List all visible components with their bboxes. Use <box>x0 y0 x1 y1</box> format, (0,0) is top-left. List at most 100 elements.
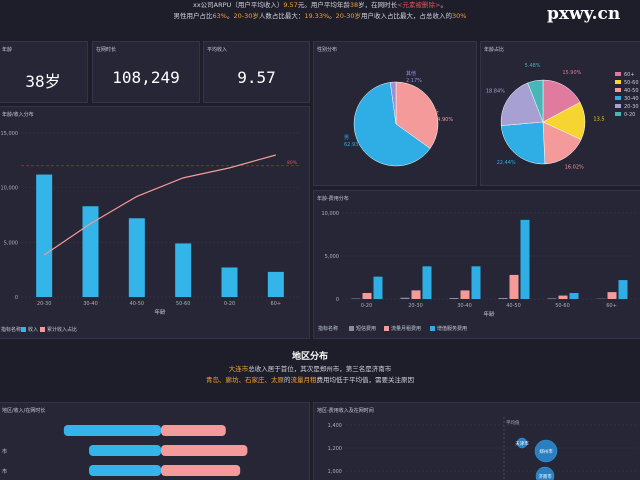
legend-label: 40-50 <box>624 88 639 94</box>
x-tick-label: 60+ <box>271 301 282 307</box>
income-bar-40-50 <box>128 218 145 297</box>
legend-swatch <box>40 327 45 332</box>
gender-pie-chart: 女34.90% 男62.93% 其他2.17% <box>344 70 453 167</box>
panel-title: 地区/收入/在网时长 <box>2 408 46 414</box>
top-income-age-group: 20-30岁 <box>335 12 362 20</box>
pie-label: 5.48% <box>525 63 541 69</box>
kpi-value: 108,249 <box>112 68 180 87</box>
legend-label: 增值服务费用 <box>437 325 467 332</box>
summary-text-part: 。 <box>440 1 448 9</box>
region-bar-right <box>161 465 241 476</box>
fee-bar-流量月租费用 <box>362 292 372 299</box>
male-ratio-value: 63% <box>212 12 227 20</box>
y-tick-label: 10,000 <box>1 186 19 192</box>
summary-text-part: xx公司ARPU（用户平均收入） <box>192 1 284 9</box>
legend-swatch <box>615 72 621 76</box>
top-city: 大连市 <box>228 365 249 373</box>
region-text-part: 费用均低于平均值，需要关注原因 <box>316 376 415 384</box>
fee-bar-chart: 0 5,000 10,000 0-20 20-30 30-40 40-50 50-60 60+ 年… <box>318 211 636 332</box>
age-pie-panel: 年龄占比 15.90% 13.5 16.02% 22.44% 18.84% 5.48% 60… <box>480 41 640 186</box>
summary-text-part: 。 <box>226 12 234 20</box>
legend-label: 30-40 <box>624 96 639 102</box>
summary-text-part: 元。用户平均年龄 <box>297 1 350 9</box>
pie-label: 2.17% <box>406 78 422 84</box>
bubble-label: 天津市 <box>515 440 529 447</box>
panel-title: 年龄/收入分布 <box>2 112 34 118</box>
bubble-label: 济南市 <box>538 473 552 480</box>
x-tick-label: 20-30 <box>37 301 52 307</box>
pie-label: 其他 <box>406 70 416 77</box>
region-bar-right <box>161 445 248 456</box>
region-summary-line-2: 青岛、廊坊、石家庄、太原的流量月租费用均低于平均值，需要关注原因 <box>0 374 620 384</box>
fee-bar-短信费用 <box>351 298 361 299</box>
legend-label: 20-30 <box>624 104 639 110</box>
watermark-logo: pxwy.cn <box>547 4 621 24</box>
y-tick-label: 1,200 <box>328 446 342 452</box>
legend-swatch <box>615 88 621 92</box>
panel-title: 地区-费用收入及在网时间 <box>317 408 374 414</box>
region-butterfly-chart: 市市 <box>2 425 248 476</box>
legend-swatch <box>615 104 621 108</box>
pie-slice-0-20 <box>527 79 544 123</box>
fee-bar-短信费用 <box>498 297 508 299</box>
x-tick-label: 50-60 <box>555 303 570 309</box>
income-bar-20-30 <box>36 174 53 297</box>
kpi-label: 在网时长 <box>96 47 117 53</box>
legend-title: 指标名称 <box>318 325 338 332</box>
summary-text-part: 用户收入占比最大，占总收入的 <box>361 12 453 20</box>
income-chart-panel: 年龄/收入分布 0 5,000 10,000 15,000 80% 20-30 30-40 4… <box>0 106 310 339</box>
cumulative-line <box>43 154 276 256</box>
fee-chart-panel: 年龄-费用分布 0 5,000 10,000 0-20 20-30 30-40 40-50 5… <box>313 190 640 339</box>
y-tick-label: 0 <box>336 297 339 303</box>
legend-label: 60+ <box>624 72 635 78</box>
avg-age-value: 38 <box>349 1 359 9</box>
region-text-part: 的 <box>284 376 291 384</box>
kpi-card-tenure: 在网时长 108,249 <box>92 41 200 103</box>
legend-label: 累计收入占比 <box>47 326 77 333</box>
x-axis-label: 年龄 <box>154 308 166 316</box>
summary-text-part: 男性用户占比 <box>173 12 213 20</box>
y-tick-label: 5,000 <box>325 254 339 260</box>
top-income-ratio: 30% <box>452 12 467 20</box>
fee-bar-增值服务费用 <box>618 280 628 299</box>
x-tick-label: 0-20 <box>361 303 372 309</box>
x-tick-label: 60+ <box>606 303 617 309</box>
x-tick-label: 0-20 <box>224 301 235 307</box>
legend-label: 短信费用 <box>356 325 376 332</box>
fee-bar-流量月租费用 <box>558 295 568 299</box>
bubble-郑州市 <box>534 439 558 463</box>
fee-bar-增值服务费用 <box>471 266 481 299</box>
pie-slice-女 <box>395 81 439 149</box>
x-tick-label: 20-30 <box>408 303 423 309</box>
region-bar-left <box>89 465 161 476</box>
summary-text-part: 。 <box>329 12 336 20</box>
pie-slice-其他 <box>390 81 397 125</box>
bubble-天津市 <box>516 437 528 449</box>
y-tick-label: 15,000 <box>1 131 19 137</box>
fee-bar-增值服务费用 <box>373 276 383 299</box>
region-row-label: 市 <box>2 448 7 455</box>
x-tick-label: 40-50 <box>130 301 145 307</box>
pie-label: 女 <box>434 109 439 116</box>
pie-label: 15.90% <box>562 70 581 76</box>
legend-swatch <box>349 326 354 331</box>
region-text-part: 总收入居于首位，其次是郑州市，第三名是济南市 <box>248 365 392 373</box>
panel-title: 性别分布 <box>317 47 338 53</box>
region-section-title: 地区分布 <box>291 352 328 362</box>
legend-swatch <box>430 326 435 331</box>
kpi-card-income: 平均收入 9.57 <box>203 41 310 103</box>
kpi-label: 年龄 <box>2 47 13 53</box>
legend-label: 0-20 <box>624 112 635 118</box>
fee-bar-流量月租费用 <box>607 292 617 299</box>
pie-label: 34.90% <box>434 117 453 123</box>
y-tick-label: 10,000 <box>322 211 340 217</box>
bubble-济南市 <box>535 466 555 480</box>
region-bar-left <box>63 425 161 436</box>
region-row-label: 市 <box>2 468 7 475</box>
pie-label: 13.5 <box>593 116 604 122</box>
region-bar-right <box>161 425 226 436</box>
x-tick-label: 50-60 <box>176 301 191 307</box>
y-tick-label: 1,400 <box>328 423 342 429</box>
bubble-label: 郑州市 <box>539 448 553 455</box>
